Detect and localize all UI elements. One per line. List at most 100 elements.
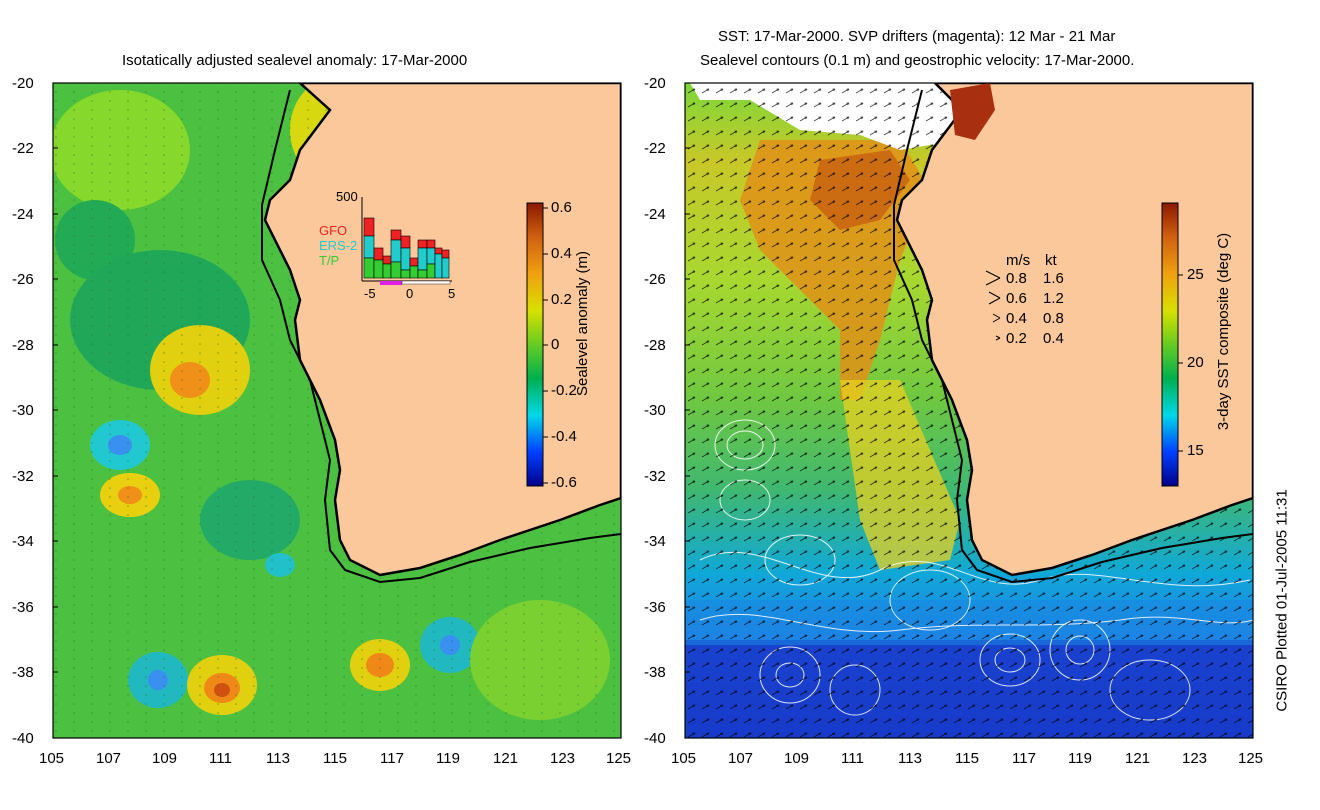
speed-legend-ms: 0.4 [1006, 310, 1027, 327]
lat-tick-label: -28 [12, 337, 34, 354]
axis-tick-marks [53, 82, 690, 673]
sla-colorbar-label: Sealevel anomaly (m) [574, 250, 592, 397]
hist-bar-ers2 [400, 247, 411, 271]
hist-bar-ers2 [441, 257, 450, 279]
sst-tick: 25 [1187, 266, 1204, 283]
lat-tick-label: -20 [12, 75, 34, 92]
lat-tick-label: -32 [12, 468, 34, 485]
sla-tick: 0.4 [551, 245, 572, 262]
sla-tick: -0.2 [551, 382, 577, 399]
lat-tick-label: -36 [12, 599, 34, 616]
drifter-window-marker [380, 281, 402, 285]
sst-tick: 20 [1187, 354, 1204, 371]
hist-bar-ers2 [390, 239, 402, 263]
hist-bar-tp [400, 269, 411, 279]
lat-tick-label: -20 [644, 75, 666, 92]
hist-bar-gfo [382, 255, 392, 265]
lat-tick-label: -24 [12, 206, 34, 223]
lat-tick-label: -28 [644, 337, 666, 354]
hist-bar-ers2 [363, 235, 375, 259]
lon-tick-label: 117 [1012, 750, 1036, 767]
shelf-contour [893, 89, 1253, 584]
hist-bar-tp [390, 261, 402, 279]
lat-tick-label: -24 [644, 206, 666, 223]
lat-tick-label: -32 [644, 468, 666, 485]
shelf-contour [261, 89, 621, 584]
lat-tick-label: -30 [644, 402, 666, 419]
sst-title-line1: SST: 17-Mar-2000. SVP drifters (magenta)… [718, 28, 1116, 45]
lon-tick-label: 123 [550, 750, 576, 767]
lon-tick-label: 115 [955, 750, 979, 767]
speed-legend-header-kt: kt [1045, 252, 1057, 269]
lon-tick-label: 123 [1182, 750, 1208, 767]
histogram-xtick: 5 [448, 286, 456, 301]
histogram-baseline-strip [401, 280, 451, 285]
altimeter-histogram [361, 197, 452, 285]
lon-tick-label: 121 [493, 750, 519, 767]
lat-tick-label: -34 [12, 533, 34, 550]
lat-tick-label: -30 [12, 402, 34, 419]
hist-bar-ers2 [417, 247, 428, 271]
hist-bar-gfo [417, 239, 428, 249]
sla-tick: -0.6 [551, 474, 577, 491]
sst-coastal-warm-spot [950, 83, 995, 140]
speed-legend-header-ms: m/s [1006, 252, 1031, 269]
sst-title-line2: Sealevel contours (0.1 m) and geostrophi… [700, 52, 1135, 69]
speed-legend-arrows [985, 270, 1001, 341]
sla-tick: 0 [551, 336, 560, 353]
lon-tick-label: 125 [1238, 750, 1264, 767]
lon-tick-label: 113 [898, 750, 922, 767]
lat-tick-label: -34 [644, 533, 666, 550]
lon-tick-label: 121 [1125, 750, 1151, 767]
lon-tick-label: 111 [209, 750, 232, 767]
speed-legend-ms: 0.6 [1006, 290, 1027, 307]
sla-tick: 0.2 [551, 291, 572, 308]
sla-colorbar [526, 202, 548, 487]
lat-tick-label: -22 [12, 140, 34, 157]
speed-legend-ms: 0.2 [1006, 330, 1027, 347]
histogram-ymax-label: 500 [336, 189, 358, 204]
lat-tick-label: -22 [644, 140, 666, 157]
lat-tick-label: -38 [644, 664, 666, 681]
hist-bar-gfo [434, 247, 443, 255]
speed-arrow-0.8 [985, 270, 1001, 286]
lat-tick-label: -26 [12, 271, 34, 288]
legend-gfo: GFO [319, 223, 348, 238]
hist-bar-tp [382, 263, 392, 279]
sst-colorbar [1161, 202, 1183, 487]
hist-bar-tp [373, 259, 384, 279]
speed-legend-kt: 0.8 [1043, 310, 1064, 327]
lat-tick-label: -26 [644, 271, 666, 288]
sla-map [52, 82, 622, 739]
histogram-bars [363, 217, 450, 279]
histogram-xtick: -5 [364, 286, 376, 301]
hist-bar-gfo [400, 235, 411, 249]
hist-bar-tp [363, 257, 375, 279]
plot-credit: CSIRO Plotted 01-Jul-2005 11:31 [1273, 489, 1291, 712]
sst-colorbar-label: 3-day SST composite (deg C) [1215, 232, 1233, 431]
lon-tick-label: 105 [39, 750, 65, 767]
lon-tick-label: 111 [841, 750, 864, 767]
hist-bar-ers2 [434, 253, 443, 279]
legend-tp: T/P [319, 253, 340, 268]
lon-tick-label: 119 [436, 750, 460, 767]
speed-arrow-0.6 [988, 291, 1001, 305]
sla-tick: -0.4 [551, 428, 577, 445]
histogram-xtick: 0 [406, 286, 414, 301]
lat-tick-label: -36 [644, 599, 666, 616]
hist-bar-gfo [409, 257, 419, 267]
sst-tick: 15 [1187, 442, 1204, 459]
hist-bar-gfo [441, 249, 450, 259]
lon-tick-label: 115 [323, 750, 347, 767]
sla-colorbar-ramp [526, 202, 544, 487]
hist-bar-ers2 [426, 247, 436, 265]
hist-bar-gfo [363, 217, 375, 237]
sla-title: Isotatically adjusted sealevel anomaly: … [122, 52, 468, 69]
lon-tick-label: 109 [152, 750, 178, 767]
lon-tick-label: 107 [728, 750, 754, 767]
lat-tick-label: -40 [644, 730, 666, 747]
lon-tick-label: 125 [606, 750, 632, 767]
sla-tick: 0.6 [551, 199, 572, 216]
speed-legend-kt: 1.6 [1043, 270, 1064, 287]
